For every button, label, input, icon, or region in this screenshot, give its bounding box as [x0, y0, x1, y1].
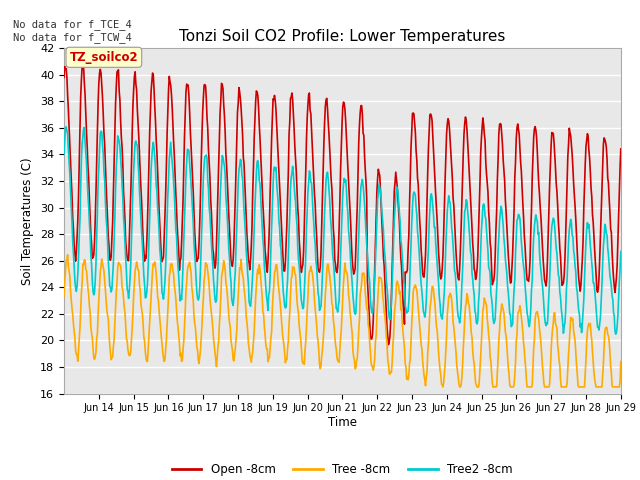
Legend: Open -8cm, Tree -8cm, Tree2 -8cm: Open -8cm, Tree -8cm, Tree2 -8cm: [167, 458, 518, 480]
X-axis label: Time: Time: [328, 416, 357, 429]
Text: TZ_soilco2: TZ_soilco2: [70, 51, 138, 64]
Text: No data for f_TCE_4
No data for f_TCW_4: No data for f_TCE_4 No data for f_TCW_4: [13, 19, 132, 43]
Title: Tonzi Soil CO2 Profile: Lower Temperatures: Tonzi Soil CO2 Profile: Lower Temperatur…: [179, 29, 506, 44]
Y-axis label: Soil Temperatures (C): Soil Temperatures (C): [22, 157, 35, 285]
